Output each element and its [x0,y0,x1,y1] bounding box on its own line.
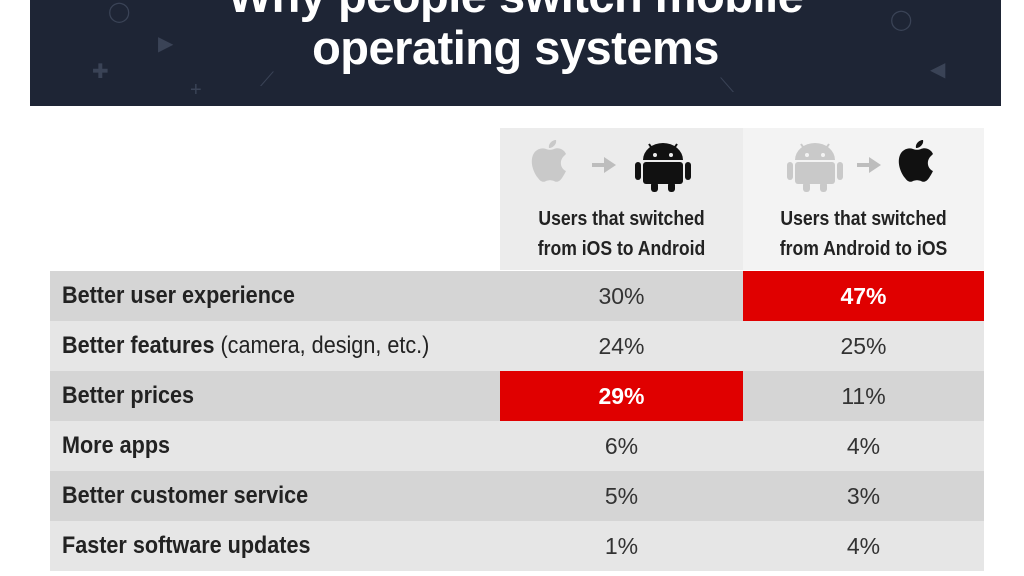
arrow-right-icon [604,157,616,173]
title-line-1: Why people switch mobile [30,0,1001,22]
decorative-triangle-icon: ◀ [930,59,946,81]
row-label: Faster software updates [62,521,310,571]
column-label-line-2: from Android to iOS [779,238,948,260]
apple-icon [898,140,933,182]
row-label-text: More apps [62,432,171,459]
cell-ios-to-android: 1% [604,533,639,559]
column-label: Users that switched from Android to iOS [757,204,969,264]
cell-android-to-ios: 11% [841,383,886,409]
row-label-text: Better user experience [62,282,295,309]
switch-icons [787,140,933,192]
row-label: Better prices [62,371,194,421]
cell-ios-to-android: 6% [604,433,639,459]
title-line-2: operating systems [312,21,719,74]
cell-android-to-ios: 25% [840,333,887,359]
decorative-line-icon: ⟋ [260,69,274,91]
cell-android-to-ios: 4% [846,433,881,459]
decorative-circle-icon: ◯ [890,9,913,31]
switch-icons [531,140,691,192]
row-label-text: Better prices [62,382,195,409]
column-label-line-1: Users that switched [538,208,705,230]
column-header-ios-to-android: Users that switched from iOS to Android [500,128,743,270]
row-label: Better user experience [62,271,295,321]
cell-ios-to-android: 30% [598,283,645,309]
row-label: Better customer service [62,471,308,521]
page-title: Why people switch mobile operating syste… [30,0,1001,74]
row-label-text: Better features [62,332,215,359]
table-row: Better features (camera, design, etc.) 2… [50,321,984,371]
table-row: Better user experience 30% 47% [50,271,984,321]
arrow-right-icon [869,157,881,173]
table-row: Better customer service 5% 3% [50,471,984,521]
cell-android-to-ios: 3% [846,483,881,509]
decorative-line-icon: ⟍ [720,75,734,97]
column-label: Users that switched from iOS to Android [515,204,729,264]
column-label-line-1: Users that switched [780,208,947,230]
decorative-circle-icon: ◯ [108,1,131,23]
decorative-triangle-icon: ▶ [158,33,174,55]
android-icon [787,143,843,192]
table-row: Faster software updates 1% 4% [50,521,984,571]
cell-ios-to-android-highlight: 29% [500,371,743,421]
android-icon [635,143,691,192]
row-label-text: Faster software updates [62,532,311,559]
cell-ios-to-android: 24% [598,333,645,359]
decorative-plus-icon: + [190,79,202,101]
cell-android-to-ios: 4% [846,533,881,559]
row-label-note: (camera, design, etc.) [214,332,430,359]
column-header-android-to-ios: Users that switched from Android to iOS [743,128,984,270]
apple-icon [531,140,566,182]
table-row: More apps 6% 4% [50,421,984,471]
row-label-text: Better customer service [62,482,309,509]
decorative-plus-icon: ✚ [92,61,109,83]
cell-ios-to-android: 5% [604,483,639,509]
cell-android-to-ios-highlight: 47% [743,271,984,321]
table-row: Better prices 29% 11% [50,371,984,421]
row-label: Better features (camera, design, etc.) [62,321,429,371]
title-banner: ◯ ▶ ✚ + ⟋ ⟍ ◯ ◀ Why people switch mobile… [30,0,1001,106]
row-label: More apps [62,421,170,471]
column-label-line-2: from iOS to Android [537,238,706,260]
